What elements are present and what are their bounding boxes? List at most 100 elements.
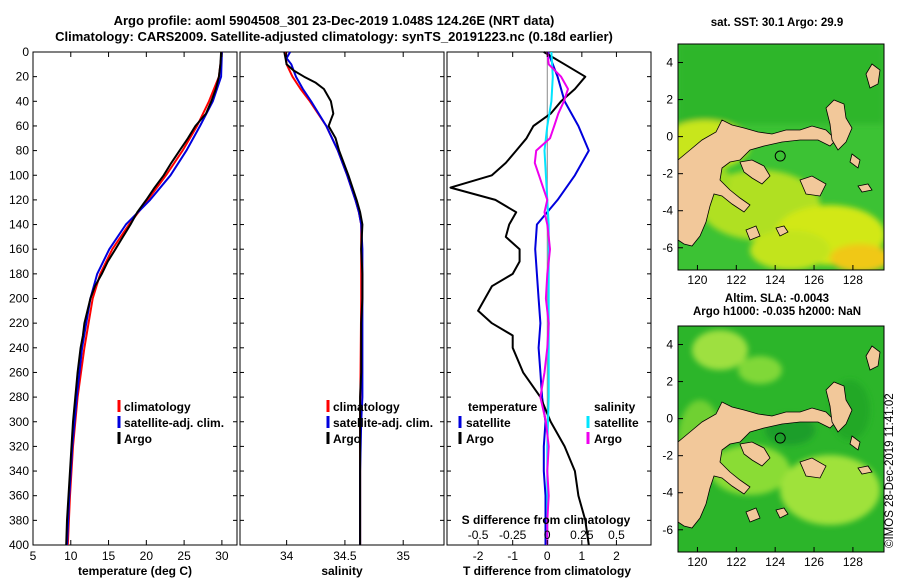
legend-label-argo: Argo xyxy=(124,432,152,446)
map-y-tick-label: 0 xyxy=(666,130,673,144)
series-line-argo xyxy=(283,51,364,545)
x-axes: 5 10 15 20 25 30 34 34.5 35 -2 -1 0 1 2 -0.5 -0.25 0 0.25… xyxy=(30,52,625,563)
map-y-tick-label: -6 xyxy=(662,523,673,537)
x2-tick-label: 0 xyxy=(544,528,551,542)
map-x-tick-label: 120 xyxy=(687,273,707,287)
legend-label-t-argo: Argo xyxy=(466,432,494,446)
legend-label-satellite: satellite-adj. clim. xyxy=(333,416,433,430)
legend-label-satellite: satellite-adj. clim. xyxy=(124,416,224,430)
map-x-tick-label: 120 xyxy=(687,555,707,569)
sla-float-marker xyxy=(774,432,786,444)
temperature-panel-frame xyxy=(32,51,238,546)
series-line-satellite-adj-clim- xyxy=(285,51,364,545)
map-y-tick-label: -4 xyxy=(662,486,673,500)
depth-tick-label: 60 xyxy=(16,119,30,133)
depth-tick-label: 40 xyxy=(16,94,30,108)
map-y-tick-label: -2 xyxy=(662,449,673,463)
depth-tick-label: 300 xyxy=(9,415,29,429)
series-line-climatology xyxy=(284,51,363,545)
temperature-xlabel: temperature (deg C) xyxy=(78,564,192,578)
map-y-tick-label: 4 xyxy=(666,56,673,70)
figure-title-line2: Climatology: CARS2009. Satellite-adjuste… xyxy=(55,29,613,44)
sla-map-frame xyxy=(677,325,885,553)
series-line-argo xyxy=(65,51,223,546)
sla-map-title-line2: Argo h1000: -0.035 h2000: NaN xyxy=(693,306,861,318)
x-tick-label: 15 xyxy=(102,549,116,563)
map-y-tick-label: 4 xyxy=(666,338,673,352)
map-x-tick-label: 124 xyxy=(765,555,785,569)
x-tick-label: 34.5 xyxy=(333,549,357,563)
depth-axis: 0 20 40 60 80 100 120 140 160 180 200 220 240 260 280 3… xyxy=(9,45,651,552)
x2-tick-label: 0.25 xyxy=(570,528,594,542)
depth-tick-label: 280 xyxy=(9,390,29,404)
series-line-s-argo xyxy=(533,51,569,545)
depth-tick-label: 360 xyxy=(9,489,29,503)
salinity-legend: climatology satellite-adj. clim. Argo xyxy=(326,400,433,446)
depth-tick-label: 120 xyxy=(9,193,29,207)
sla-map-title-line1: Altim. SLA: -0.0043 xyxy=(725,293,829,305)
map-y-tick-label: -4 xyxy=(662,204,673,218)
depth-tick-label: 400 xyxy=(9,538,29,552)
sst-float-marker xyxy=(774,150,786,162)
difference-legend-temperature: temperature satellite Argo xyxy=(458,400,538,446)
map-x-tick-label: 124 xyxy=(765,273,785,287)
map-x-tick-label: 128 xyxy=(843,273,863,287)
temperature-plot xyxy=(65,51,223,546)
imos-credit: ©IMOS 28-Dec-2019 11:41:02 xyxy=(884,393,896,548)
series-line-t-argo xyxy=(449,51,590,546)
depth-tick-label: 340 xyxy=(9,464,29,478)
map-x-tick-label: 122 xyxy=(726,555,746,569)
x-tick-label: 20 xyxy=(140,549,154,563)
salinity-plot xyxy=(283,51,364,545)
difference-xlabel: T difference from climatology xyxy=(463,564,631,578)
map-x-tick-label: 126 xyxy=(804,273,824,287)
depth-tick-label: 160 xyxy=(9,242,29,256)
sst-map xyxy=(678,44,884,270)
x-tick-label: 5 xyxy=(30,549,37,563)
salinity-xlabel: salinity xyxy=(321,564,363,578)
x-tick-label: 25 xyxy=(177,549,191,563)
map-y-tick-label: -2 xyxy=(662,167,673,181)
map-axes: 4 2 0 -2 -4 -6 120 122 124 126 128 4 2 0 -2 -4 -6 120 122 1… xyxy=(662,56,863,569)
depth-tick-label: 240 xyxy=(9,341,29,355)
difference-x2label: S difference from climatology xyxy=(462,513,631,527)
x-tick-label: 35 xyxy=(397,549,411,563)
depth-tick-label: 260 xyxy=(9,365,29,379)
x-tick-label: 34 xyxy=(280,549,294,563)
x2-tick-label: -0.5 xyxy=(468,528,489,542)
legend-label-t-satellite: satellite xyxy=(466,416,511,430)
difference-plot xyxy=(449,51,590,546)
difference-legend-salinity: salinity satellite Argo xyxy=(586,400,639,446)
figure-title-line1: Argo profile: aoml 5904508_301 23-Dec-20… xyxy=(114,13,555,28)
x-tick-label: 10 xyxy=(64,549,78,563)
x-tick-label: -1 xyxy=(507,549,518,563)
x2-tick-label: 0.5 xyxy=(608,528,625,542)
salinity-panel-frame xyxy=(239,51,445,546)
depth-tick-label: 0 xyxy=(22,45,29,59)
map-y-tick-label: 0 xyxy=(666,412,673,426)
legend-label-climatology: climatology xyxy=(333,400,400,414)
sla-landmass xyxy=(678,345,881,529)
map-x-tick-label: 122 xyxy=(726,273,746,287)
map-y-tick-label: -6 xyxy=(662,241,673,255)
sst-map-frame xyxy=(677,43,885,271)
x2-tick-label: -0.25 xyxy=(499,528,527,542)
sla-map xyxy=(678,326,884,552)
x-tick-label: 0 xyxy=(544,549,551,563)
x-tick-label: 2 xyxy=(613,549,620,563)
x-tick-label: 1 xyxy=(579,549,586,563)
temperature-legend: climatology satellite-adj. clim. Argo xyxy=(117,400,224,446)
map-y-tick-label: 2 xyxy=(666,375,673,389)
legend-title-temperature: temperature xyxy=(468,400,538,414)
map-x-tick-label: 126 xyxy=(804,555,824,569)
legend-title-salinity: salinity xyxy=(594,400,636,414)
depth-tick-label: 100 xyxy=(9,168,29,182)
depth-tick-label: 200 xyxy=(9,292,29,306)
depth-tick-label: 220 xyxy=(9,316,29,330)
legend-label-s-argo: Argo xyxy=(594,432,622,446)
depth-tick-label: 80 xyxy=(16,144,30,158)
x-tick-label: -2 xyxy=(473,549,484,563)
legend-label-s-satellite: satellite xyxy=(594,416,639,430)
legend-label-climatology: climatology xyxy=(124,400,191,414)
map-y-tick-label: 2 xyxy=(666,93,673,107)
